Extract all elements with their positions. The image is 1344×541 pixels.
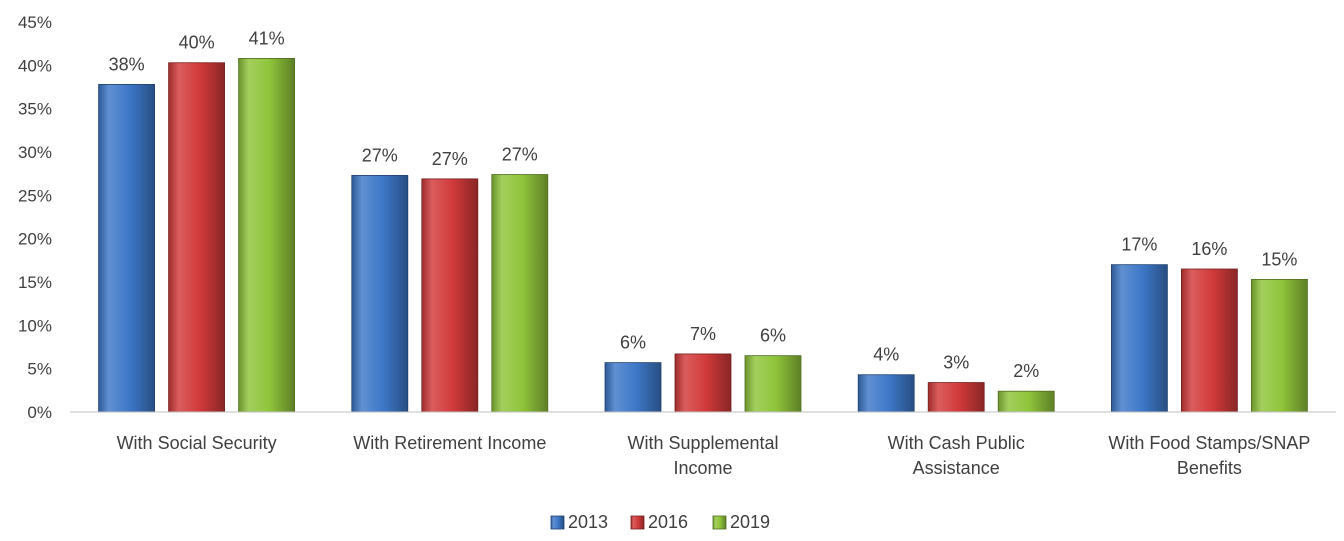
bar-2013 <box>604 362 662 413</box>
bar-2019 <box>997 390 1055 413</box>
y-tick-label: 15% <box>18 273 52 292</box>
data-label: 3% <box>943 353 969 373</box>
legend-label-2016: 2016 <box>648 512 688 532</box>
data-label: 2% <box>1013 361 1039 381</box>
bar-2016 <box>1181 268 1238 413</box>
data-label: 16% <box>1191 239 1227 259</box>
bar-2013 <box>98 84 155 413</box>
bars-group <box>98 58 1308 413</box>
y-tick-label: 45% <box>18 13 52 32</box>
x-axis: With Social Security With Retirement Inco… <box>117 433 1311 478</box>
bar-2016 <box>421 178 479 413</box>
bar-2019 <box>238 58 296 413</box>
bar-2013 <box>1111 264 1168 413</box>
y-tick-label: 40% <box>18 56 52 75</box>
bar-2016 <box>674 353 732 413</box>
legend-swatch-2013 <box>550 515 565 530</box>
bar-2013 <box>351 174 409 413</box>
y-tick-label: 35% <box>18 100 52 119</box>
x-category-label: With Food Stamps/SNAP Benefits <box>1108 433 1310 478</box>
y-tick-label: 10% <box>18 316 52 335</box>
data-label: 6% <box>760 326 786 346</box>
legend-label-2013: 2013 <box>568 512 608 532</box>
data-labels-group: 38% 40% 41% 27% 27% 27% 6% 7% 6% 4% 3% 2% 17% 16% 15% <box>109 28 1298 381</box>
legend-swatch-2016 <box>630 515 645 530</box>
data-label: 27% <box>502 145 538 165</box>
x-category-label: With Supplemental Income <box>627 433 778 478</box>
legend: 2013 2016 2019 <box>550 512 770 532</box>
data-label: 27% <box>432 149 468 169</box>
y-tick-label: 25% <box>18 186 52 205</box>
bar-2019 <box>744 355 802 413</box>
data-label: 6% <box>620 333 646 353</box>
bar-2019 <box>491 174 549 413</box>
x-category-label: With Cash Public Assistance <box>888 433 1025 478</box>
x-category-label: With Retirement Income <box>353 433 546 453</box>
legend-swatch-2019 <box>712 515 727 530</box>
bar-2013 <box>857 374 915 413</box>
y-tick-label: 5% <box>27 360 52 379</box>
data-label: 4% <box>873 345 899 365</box>
y-tick-label: 0% <box>27 403 52 422</box>
data-label: 41% <box>249 28 285 48</box>
data-label: 40% <box>179 33 215 53</box>
bar-2016 <box>168 62 226 413</box>
legend-label-2019: 2019 <box>730 512 770 532</box>
x-category-label: With Social Security <box>117 433 277 453</box>
bar-2019 <box>1251 278 1308 413</box>
y-tick-label: 30% <box>18 143 52 162</box>
y-axis: 0% 5% 10% 15% 20% 25% 30% 35% 40% 45% <box>18 13 52 422</box>
bar-2016 <box>927 382 985 413</box>
y-tick-label: 20% <box>18 230 52 249</box>
data-label: 17% <box>1121 235 1157 255</box>
data-label: 15% <box>1261 249 1297 269</box>
data-label: 27% <box>362 145 398 165</box>
data-label: 7% <box>690 324 716 344</box>
data-label: 38% <box>109 54 145 74</box>
